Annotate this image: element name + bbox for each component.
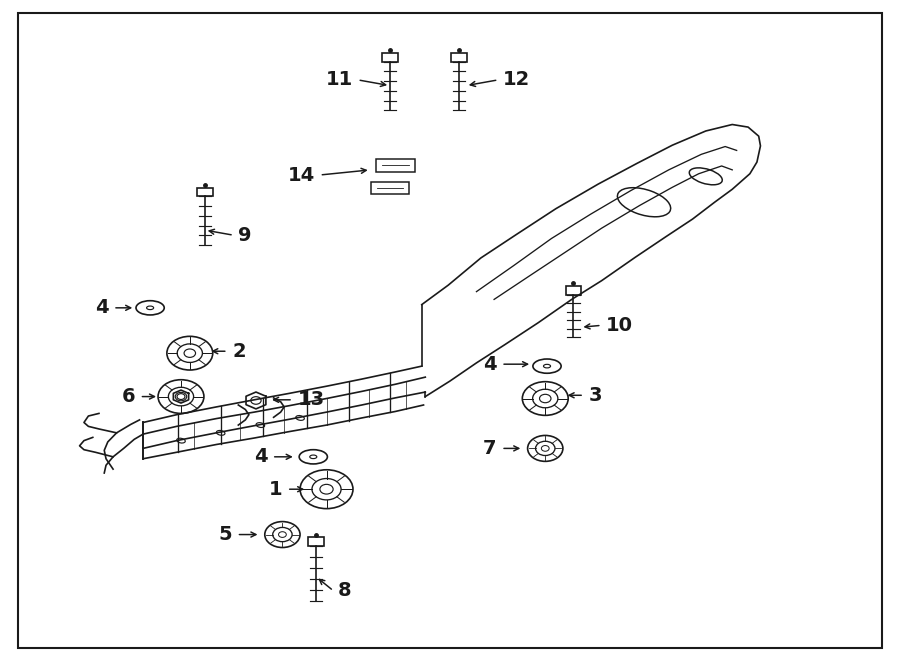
Text: 1: 1 bbox=[269, 480, 283, 498]
Text: 8: 8 bbox=[338, 582, 352, 600]
Bar bbox=[451, 53, 467, 61]
Bar bbox=[565, 286, 581, 295]
Text: 2: 2 bbox=[232, 342, 246, 361]
Text: 4: 4 bbox=[95, 298, 109, 317]
Text: 5: 5 bbox=[219, 525, 232, 544]
Text: 10: 10 bbox=[606, 316, 633, 335]
Text: 14: 14 bbox=[288, 165, 315, 184]
Bar bbox=[382, 53, 398, 61]
Text: 9: 9 bbox=[238, 226, 252, 245]
Text: 12: 12 bbox=[503, 70, 530, 89]
Bar bbox=[308, 537, 324, 546]
Text: 4: 4 bbox=[483, 355, 497, 373]
Text: 6: 6 bbox=[122, 387, 135, 406]
Bar bbox=[197, 188, 212, 196]
Text: 11: 11 bbox=[326, 70, 353, 89]
Text: 3: 3 bbox=[589, 386, 602, 405]
Text: 7: 7 bbox=[483, 439, 497, 458]
Text: 13: 13 bbox=[297, 390, 325, 409]
Text: 4: 4 bbox=[254, 447, 267, 466]
